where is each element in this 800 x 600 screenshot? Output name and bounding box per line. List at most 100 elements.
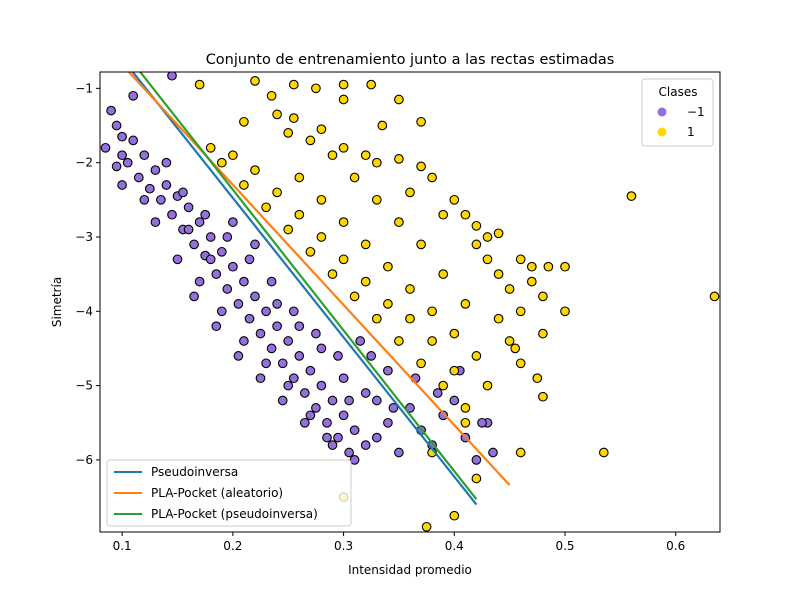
data-point-pos-19 <box>427 172 437 183</box>
lines-legend: Pseudoinversa PLA-Pocket (aleatorio) PLA… <box>106 459 352 527</box>
data-point-neg-95 <box>299 417 310 428</box>
data-point-pos-12 <box>316 124 327 135</box>
data-point-neg-104 <box>488 447 498 458</box>
data-point-pos-10 <box>239 116 249 127</box>
data-point-neg-22 <box>222 284 233 294</box>
data-point-neg-58 <box>139 194 150 205</box>
data-point-neg-84 <box>244 254 255 265</box>
data-point-pos-14 <box>416 116 426 127</box>
data-point-pos-16 <box>360 150 371 161</box>
x-tick-label: 0.2 <box>223 539 242 553</box>
data-point-neg-88 <box>333 351 343 361</box>
data-point-pos-26 <box>526 276 537 287</box>
data-point-neg-63 <box>250 239 260 250</box>
data-point-neg-0 <box>100 142 111 153</box>
data-point-pos-94 <box>438 209 449 220</box>
data-point-neg-74 <box>261 358 271 369</box>
data-point-pos-13 <box>377 120 388 131</box>
data-point-neg-17 <box>194 217 205 227</box>
x-axis: 0.1 0.2 0.3 0.4 0.5 0.6 <box>113 532 685 553</box>
data-point-neg-85 <box>266 276 277 287</box>
data-point-pos-95 <box>471 239 482 250</box>
data-point-neg-73 <box>239 336 249 346</box>
data-point-pos-87 <box>371 194 382 205</box>
data-point-neg-72 <box>216 306 227 317</box>
data-point-neg-66 <box>316 343 327 354</box>
data-point-neg-38 <box>311 403 321 413</box>
data-point-neg-36 <box>299 388 310 398</box>
data-point-pos-64 <box>327 269 338 279</box>
data-point-pos-92 <box>371 157 382 168</box>
data-point-pos-72 <box>316 194 327 205</box>
data-point-neg-24 <box>233 299 244 309</box>
data-point-pos-1 <box>250 76 260 86</box>
data-point-pos-47 <box>449 365 460 376</box>
data-point-neg-97 <box>344 395 354 406</box>
series-line-2 <box>138 72 478 500</box>
data-point-pos-6 <box>394 94 404 105</box>
data-point-neg-80 <box>150 217 161 227</box>
data-point-pos-35 <box>538 391 548 402</box>
data-point-neg-69 <box>383 365 393 376</box>
legend-marker-pos <box>657 127 667 137</box>
data-point-neg-20 <box>211 269 222 279</box>
data-point-pos-85 <box>416 239 426 250</box>
legend-label-pseudoinversa: Pseudoinversa <box>151 465 238 479</box>
data-point-pos-36 <box>515 447 526 458</box>
data-point-neg-35 <box>294 351 305 361</box>
data-point-pos-73 <box>338 217 349 227</box>
data-point-neg-91 <box>211 321 222 332</box>
data-point-neg-107 <box>117 150 127 161</box>
data-point-pos-17 <box>394 154 404 164</box>
data-point-pos-65 <box>349 291 360 302</box>
x-axis-title: Intensidad promedio <box>348 563 472 577</box>
data-point-neg-92 <box>233 351 244 361</box>
data-point-pos-62 <box>283 224 294 235</box>
data-point-neg-61 <box>205 254 216 265</box>
data-point-neg-32 <box>277 358 288 369</box>
data-point-pos-49 <box>405 313 415 324</box>
data-point-neg-103 <box>477 417 487 428</box>
data-point-pos-89 <box>327 150 338 161</box>
data-point-pos-45 <box>460 417 471 428</box>
data-point-pos-48 <box>427 336 437 346</box>
y-tick-label: −1 <box>75 81 93 95</box>
data-point-pos-38 <box>449 510 460 521</box>
data-point-neg-7 <box>139 150 150 161</box>
y-tick-label: −4 <box>75 304 93 318</box>
data-point-pos-83 <box>460 299 471 309</box>
data-point-neg-105 <box>167 72 177 81</box>
data-point-pos-33 <box>538 328 548 339</box>
data-point-pos-57 <box>228 150 238 161</box>
data-point-neg-6 <box>133 172 144 183</box>
data-point-neg-44 <box>344 447 354 458</box>
data-point-neg-3 <box>117 131 127 142</box>
data-point-pos-21 <box>460 209 471 220</box>
data-point-neg-87 <box>311 328 321 339</box>
data-point-pos-28 <box>560 261 570 272</box>
y-tick-label: −3 <box>75 230 93 244</box>
data-point-neg-101 <box>432 388 443 398</box>
data-point-pos-0 <box>194 79 205 90</box>
data-point-pos-58 <box>205 142 216 153</box>
legend-marker-neg <box>657 107 667 117</box>
data-point-pos-69 <box>438 380 449 391</box>
classes-legend-title: Clases <box>659 85 698 99</box>
data-point-pos-71 <box>294 172 305 183</box>
data-point-pos-97 <box>515 306 526 317</box>
x-tick-label: 0.6 <box>666 539 685 553</box>
data-point-neg-77 <box>327 440 338 450</box>
data-point-neg-25 <box>239 276 249 287</box>
data-point-pos-56 <box>250 165 260 175</box>
data-point-neg-67 <box>338 373 349 384</box>
data-point-pos-24 <box>493 228 504 239</box>
data-point-pos-81 <box>504 284 515 294</box>
plot-frame <box>99 71 721 533</box>
data-point-neg-42 <box>333 432 343 443</box>
data-point-neg-94 <box>277 395 288 406</box>
data-point-neg-46 <box>360 440 371 450</box>
data-point-pos-7 <box>266 90 277 101</box>
data-point-pos-15 <box>338 142 349 153</box>
data-point-neg-34 <box>288 373 299 384</box>
